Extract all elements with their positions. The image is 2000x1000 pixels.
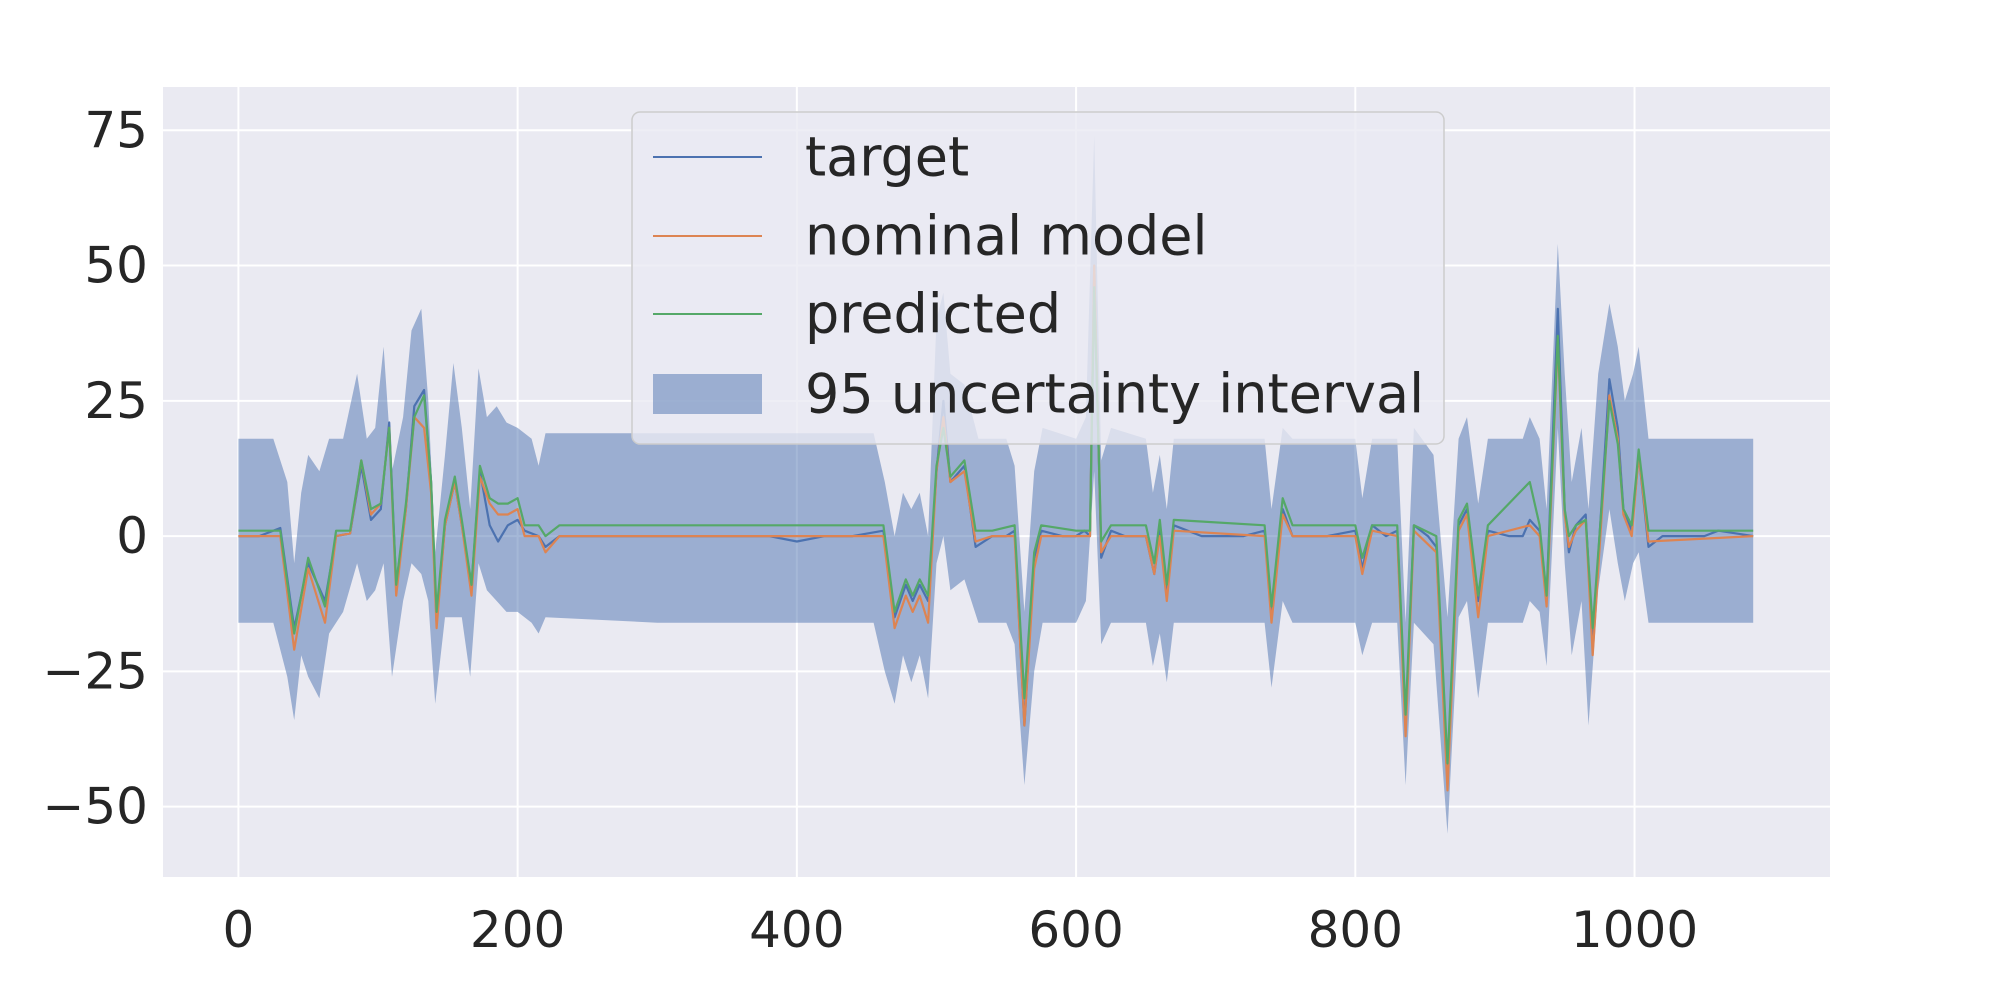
legend-label-2: predicted xyxy=(805,283,1061,346)
x-tick-label: 0 xyxy=(222,901,254,959)
y-tick-label: 75 xyxy=(84,101,148,159)
legend-swatch-3 xyxy=(653,374,762,414)
x-tick-label: 600 xyxy=(1028,901,1123,959)
axis-labels: 0 200 400 600 800 1000 −50 −25 0 25 50 75 xyxy=(42,101,1698,959)
legend-box xyxy=(631,111,1445,445)
predicted-line xyxy=(238,286,1754,765)
legend: target nominal model predicted 95 uncertain… xyxy=(631,111,1445,445)
uncertainty-band xyxy=(238,135,1754,834)
y-tick-label: 0 xyxy=(116,507,148,565)
legend-label-1: nominal model xyxy=(805,205,1208,268)
y-tick-label: 25 xyxy=(84,372,148,430)
x-tick-label: 800 xyxy=(1308,901,1403,959)
x-tick-label: 1000 xyxy=(1571,901,1698,959)
y-tick-label: 50 xyxy=(84,237,148,295)
nominal-model-line xyxy=(238,264,1754,792)
y-tick-label: −50 xyxy=(42,778,148,836)
y-tick-label: −25 xyxy=(42,642,148,700)
legend-label-3: 95 uncertainty interval xyxy=(805,363,1424,426)
x-tick-label: 400 xyxy=(749,901,844,959)
series-layer xyxy=(238,135,1754,834)
legend-label-0: target xyxy=(805,126,969,189)
x-tick-label: 200 xyxy=(470,901,565,959)
